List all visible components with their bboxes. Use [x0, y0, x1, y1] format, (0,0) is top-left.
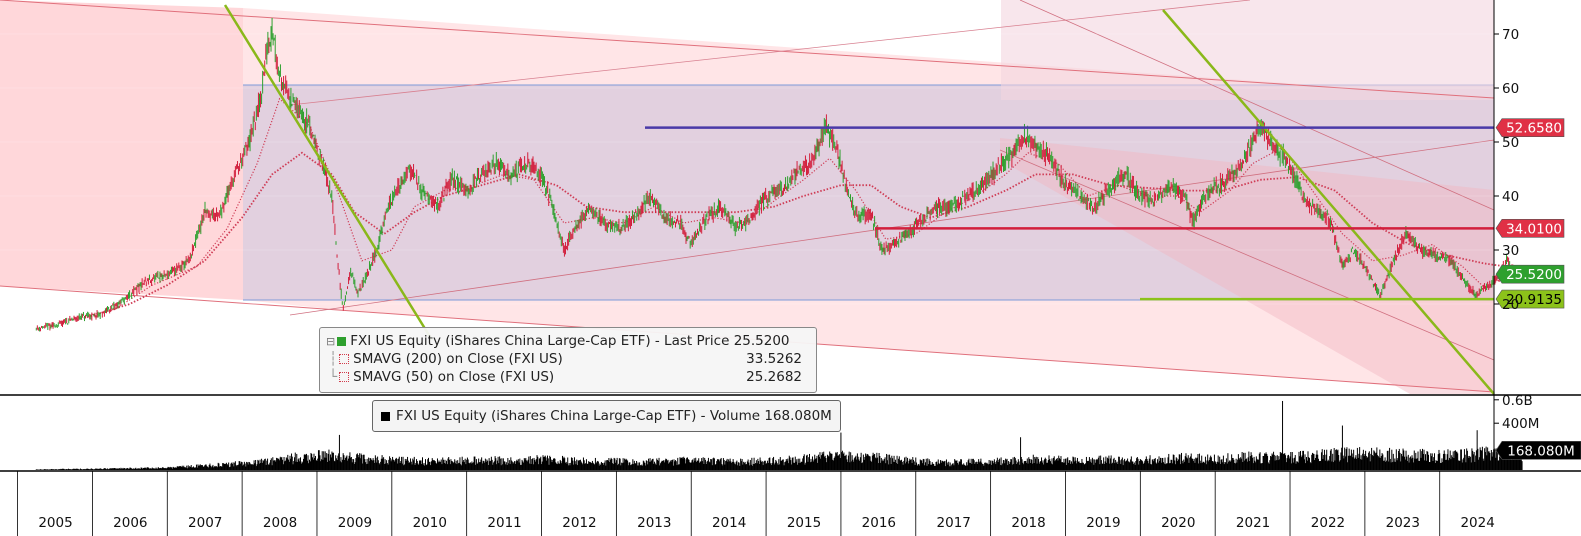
- legend-sma50-value: 25.2682: [746, 369, 802, 385]
- sma50-swatch: [339, 372, 350, 382]
- descending-channel-high: [1019, 0, 1495, 211]
- legend-row-sma50: └ SMAVG (50) on Close (FXI US) 25.2682: [329, 369, 802, 385]
- year-label: 2010: [413, 515, 447, 531]
- level-label-52.6580: 52.6580: [1495, 118, 1565, 137]
- sma50-series: [69, 97, 1523, 321]
- level-tag: [1495, 264, 1565, 284]
- year-label: 2023: [1386, 515, 1420, 531]
- price-swatch: [337, 336, 347, 346]
- range-box: [243, 85, 1494, 300]
- volume-swatch: [381, 411, 390, 421]
- legend-sma50-label: SMAVG (50) on Close (FXI US): [353, 369, 555, 385]
- level-label-20.9135: 20.9135: [1495, 289, 1565, 309]
- volume-tag-bg: [1495, 441, 1581, 460]
- volume-legend: FXI US Equity (iShares China Large-Cap E…: [372, 400, 841, 432]
- level-label-34.0100: 34.0100: [1495, 219, 1565, 238]
- upper-right-zone: [1001, 0, 1494, 100]
- volume-tick-label: 400M: [1502, 416, 1539, 432]
- sma200-series: [77, 151, 1523, 322]
- time-axis: 2005 2006 2007 2008 2009 2010 2011 2012 2013 2014…: [0, 470, 1581, 536]
- ascending-channel-high: [289, 0, 1251, 106]
- year-label: 2012: [562, 515, 596, 531]
- volume-legend-label: FXI US Equity (iShares China Large-Cap E…: [396, 408, 832, 424]
- level-value: 25.5200: [1506, 267, 1562, 283]
- level-tag: [1495, 219, 1565, 238]
- year-label: 2019: [1086, 515, 1120, 531]
- descending-channel-low: [999, 149, 1495, 361]
- legend-sma200-value: 33.5262: [746, 351, 802, 367]
- level-value: 52.6580: [1506, 121, 1562, 137]
- price-tick-label: 50: [1502, 135, 1519, 151]
- trendline-2007-top: [223, 4, 434, 341]
- sma200-line: [77, 151, 1523, 322]
- volume-last-tag: 168.080M: [1495, 441, 1581, 460]
- year-label: 2018: [1011, 515, 1045, 531]
- year-label: 2016: [862, 515, 896, 531]
- year-label: 2024: [1460, 515, 1494, 531]
- legend-sma200-label: SMAVG (200) on Close (FXI US): [353, 351, 563, 367]
- trendline-2021-top: [1162, 9, 1495, 395]
- year-label: 2011: [487, 515, 521, 531]
- background-channels: [0, 0, 1495, 394]
- left-red-zone: [0, 0, 243, 300]
- level-value: 34.0100: [1506, 221, 1562, 237]
- price-tick-label: 20: [1502, 297, 1519, 313]
- price-tick-label: 60: [1502, 81, 1519, 97]
- price-tick-label: 30: [1502, 243, 1519, 259]
- level-label-25.5200: 25.5200: [1495, 264, 1565, 284]
- channel-upper-edge: [0, 0, 1495, 99]
- year-label: 2014: [712, 515, 746, 531]
- level-tag: [1495, 118, 1565, 137]
- sma50-line: [69, 97, 1523, 321]
- year-label: 2006: [113, 515, 147, 531]
- year-label: 2009: [338, 515, 372, 531]
- level-tag: [1495, 289, 1565, 309]
- volume-panel: 0.6B 400M 168.080M: [0, 393, 1581, 470]
- legend-row-price: ⊟ FXI US Equity (iShares China Large-Cap…: [326, 333, 790, 349]
- year-label: 2015: [787, 515, 821, 531]
- year-label: 2007: [188, 515, 222, 531]
- year-label: 2017: [937, 515, 971, 531]
- volume-tag-value: 168.080M: [1507, 443, 1574, 459]
- sma200-swatch: [339, 354, 350, 364]
- trend-lines: [223, 4, 1495, 395]
- year-label: 2013: [637, 515, 671, 531]
- horizontal-levels: [645, 126, 1494, 301]
- year-label: 2022: [1311, 515, 1345, 531]
- year-label: 2020: [1161, 515, 1195, 531]
- level-value: 20.9135: [1506, 292, 1562, 308]
- descending-channel: [1000, 138, 1494, 394]
- price-tick-label: 70: [1502, 27, 1519, 43]
- volume-tick-label: 0.6B: [1502, 393, 1533, 409]
- price-legend: ⊟ FXI US Equity (iShares China Large-Cap…: [319, 327, 817, 393]
- legend-price-label: FXI US Equity (iShares China Large-Cap E…: [350, 333, 790, 349]
- year-label: 2005: [38, 515, 72, 531]
- year-label: 2008: [263, 515, 297, 531]
- price-tick-label: 40: [1502, 189, 1519, 205]
- year-label: 2021: [1236, 515, 1270, 531]
- legend-row-sma200: ┆ SMAVG (200) on Close (FXI US) 33.5262: [329, 351, 802, 367]
